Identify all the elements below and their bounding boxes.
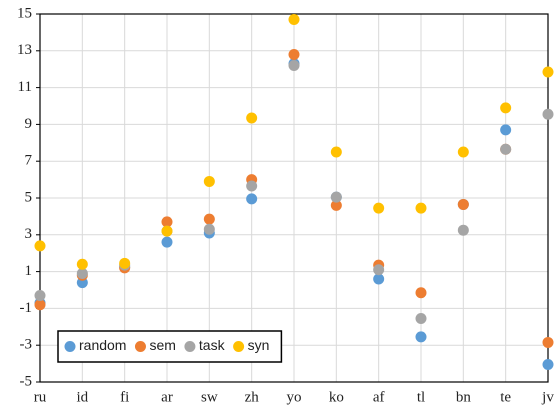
legend-label: syn	[248, 337, 270, 353]
point	[500, 143, 512, 155]
y-tick-label: 11	[18, 79, 32, 95]
point	[161, 236, 173, 248]
legend-marker	[64, 341, 76, 352]
legend-marker	[134, 341, 146, 352]
y-tick-label: 15	[17, 5, 32, 21]
x-tick-label: af	[373, 389, 385, 405]
point	[34, 240, 46, 252]
legend-label: task	[199, 337, 226, 353]
point	[457, 146, 469, 158]
point	[330, 191, 342, 203]
y-tick-label: 5	[25, 189, 33, 205]
point	[330, 199, 342, 211]
x-tick-label: id	[76, 389, 88, 405]
point	[246, 112, 258, 124]
x-tick-label: te	[500, 389, 511, 405]
y-tick-label: 9	[25, 116, 33, 132]
legend-marker	[184, 341, 196, 352]
point	[288, 14, 300, 26]
point	[415, 313, 427, 325]
point	[161, 225, 173, 237]
legend-label: sem	[149, 337, 175, 353]
point	[415, 287, 427, 299]
point	[203, 223, 215, 235]
point	[500, 102, 512, 114]
point	[373, 202, 385, 214]
x-tick-label: yo	[287, 389, 302, 405]
point	[457, 198, 469, 210]
point	[288, 60, 300, 72]
y-tick-label: -1	[20, 300, 33, 316]
point	[34, 290, 46, 302]
x-tick-label: ru	[34, 389, 47, 405]
y-tick-label: 7	[25, 153, 33, 169]
point	[76, 258, 88, 270]
point	[288, 48, 300, 60]
y-tick-label: -3	[20, 337, 33, 353]
legend-box	[57, 330, 283, 363]
x-tick-label: bn	[456, 389, 472, 405]
point	[330, 146, 342, 158]
legend-marker	[233, 341, 245, 352]
point	[203, 175, 215, 187]
point	[119, 257, 131, 269]
point	[542, 359, 554, 371]
legend: random sem task syn	[57, 330, 283, 363]
point	[161, 216, 173, 228]
point	[246, 193, 258, 205]
point	[246, 180, 258, 192]
point	[415, 202, 427, 214]
point	[415, 331, 427, 343]
x-tick-label: ko	[329, 389, 344, 405]
legend-label: random	[79, 337, 126, 353]
y-tick-label: 13	[17, 42, 32, 58]
x-tick-label: zh	[245, 389, 260, 405]
point	[542, 108, 554, 120]
point	[457, 224, 469, 236]
x-tick-label: sw	[201, 389, 218, 405]
x-tick-label: ar	[161, 389, 173, 405]
point	[542, 336, 554, 348]
point	[500, 124, 512, 136]
point	[203, 213, 215, 225]
point	[76, 267, 88, 279]
plot-frame	[39, 13, 549, 383]
x-tick-label: tl	[417, 389, 425, 405]
point	[542, 66, 554, 78]
point	[373, 273, 385, 285]
x-tick-label: fi	[120, 389, 129, 405]
y-tick-label: -5	[20, 373, 33, 389]
point	[34, 299, 46, 311]
x-tick-label: jv	[541, 389, 554, 405]
y-tick-label: 1	[25, 263, 33, 279]
y-tick-label: 3	[25, 226, 33, 242]
point	[373, 264, 385, 276]
